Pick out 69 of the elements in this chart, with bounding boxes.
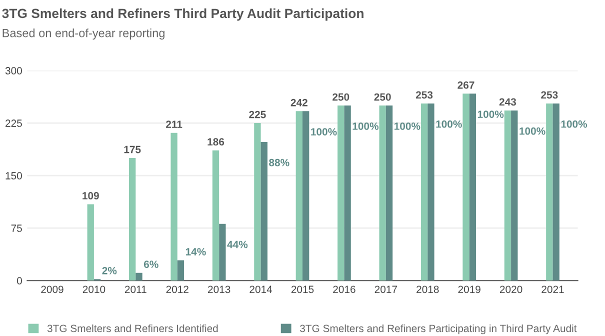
x-tick-label: 2018 bbox=[416, 286, 439, 294]
y-tick-label: 0 bbox=[16, 277, 22, 284]
data-label: 225 bbox=[249, 110, 266, 118]
x-tick-label: 2016 bbox=[333, 286, 356, 294]
data-label: 250 bbox=[332, 93, 350, 101]
data-label: 243 bbox=[499, 98, 516, 106]
x-tick-label: 2019 bbox=[458, 286, 480, 294]
bar bbox=[87, 204, 94, 281]
y-tick-label: 150 bbox=[6, 172, 22, 180]
bar bbox=[511, 110, 518, 281]
data-label: 109 bbox=[82, 192, 99, 200]
annotation: 100% bbox=[520, 127, 546, 135]
legend-label: 3TG Smelters and Refiners Identified bbox=[47, 324, 218, 332]
bar bbox=[546, 103, 553, 281]
bar bbox=[128, 158, 136, 281]
x-tick-label: 2014 bbox=[250, 286, 272, 294]
bar bbox=[344, 106, 351, 281]
bar bbox=[170, 132, 178, 281]
annotation: 100% bbox=[436, 120, 462, 128]
annotation: 44% bbox=[227, 240, 248, 248]
x-tick-label: 2013 bbox=[208, 286, 230, 294]
bar bbox=[254, 123, 261, 281]
annotation: 88% bbox=[269, 158, 290, 166]
bar bbox=[212, 150, 220, 281]
y-tick-label: 300 bbox=[5, 67, 22, 74]
y-tick-label: 225 bbox=[6, 120, 22, 127]
data-label: 175 bbox=[124, 146, 141, 154]
data-label: 211 bbox=[166, 120, 182, 128]
data-label: 250 bbox=[374, 93, 391, 101]
y-tick-label: 75 bbox=[11, 224, 22, 232]
bar bbox=[552, 103, 560, 281]
x-tick-label: 2021 bbox=[542, 286, 564, 294]
bar bbox=[296, 111, 302, 281]
annotation: 100% bbox=[311, 128, 337, 136]
annotation: 14% bbox=[186, 248, 206, 256]
bar bbox=[469, 94, 476, 281]
annotation: 100% bbox=[352, 122, 378, 130]
bar bbox=[136, 272, 142, 281]
bar bbox=[302, 111, 310, 281]
data-label: 242 bbox=[290, 98, 308, 106]
chart-subtitle: Based on end-of-year reporting bbox=[2, 28, 164, 40]
bar bbox=[462, 94, 470, 281]
data-label: 253 bbox=[541, 91, 558, 99]
chart-title: 3TG Smelters and Refiners Third Party Audit Participation bbox=[2, 8, 364, 21]
x-tick-label: 2020 bbox=[500, 286, 522, 294]
x-tick-label: 2012 bbox=[166, 286, 188, 294]
x-tick-label: 2009 bbox=[41, 286, 64, 294]
bar bbox=[177, 260, 184, 281]
bar bbox=[219, 224, 226, 281]
bar bbox=[338, 106, 344, 281]
data-label: 186 bbox=[208, 138, 224, 146]
bar bbox=[260, 142, 268, 281]
bar bbox=[386, 106, 393, 281]
x-tick-label: 2011 bbox=[124, 286, 146, 294]
x-tick-label: 2015 bbox=[291, 286, 314, 294]
annotation: 100% bbox=[561, 120, 588, 128]
bar bbox=[504, 110, 512, 281]
data-label: 267 bbox=[458, 81, 474, 89]
annotation: 100% bbox=[478, 110, 504, 118]
bar bbox=[428, 103, 434, 281]
annotation: 2% bbox=[102, 266, 117, 274]
bar bbox=[420, 103, 428, 281]
data-label: 253 bbox=[416, 91, 433, 99]
x-tick-label: 2010 bbox=[82, 286, 106, 294]
x-tick-label: 2017 bbox=[374, 286, 397, 294]
annotation: 100% bbox=[394, 122, 420, 130]
legend-label: 3TG Smelters and Refiners Participating in Third Party Audit bbox=[300, 324, 577, 334]
annotation: 6% bbox=[144, 260, 158, 268]
bar bbox=[379, 106, 386, 281]
